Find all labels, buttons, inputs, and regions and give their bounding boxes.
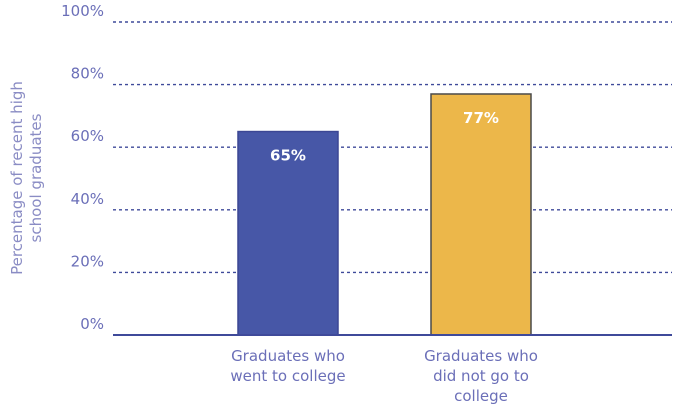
data-label: 77% — [463, 109, 499, 127]
gridlines — [113, 21, 672, 274]
y-tick-label: 80% — [71, 65, 104, 83]
y-axis-label: Percentage of recent highschool graduate… — [8, 81, 45, 275]
bar-2 — [430, 93, 532, 336]
bar-1 — [237, 130, 339, 336]
category-label: did not go to — [433, 367, 529, 385]
y-tick-label: 20% — [71, 252, 104, 270]
y-axis-ticks: 0% 20% 40% 60% 80% 100% — [61, 2, 104, 333]
category-label: Graduates who — [231, 347, 345, 365]
x-axis-categories: Graduates who went to college Graduates wh… — [230, 347, 538, 405]
y-axis-label-line: Percentage of recent high — [8, 81, 26, 275]
y-tick-label: 100% — [61, 2, 104, 20]
category-label: Graduates who — [424, 347, 538, 365]
y-tick-label: 40% — [71, 190, 104, 208]
data-label: 65% — [270, 147, 306, 165]
category-label: went to college — [230, 367, 345, 385]
y-axis-label-line: school graduates — [27, 113, 45, 242]
bars: 65% 77% — [237, 93, 532, 336]
y-tick-label: 0% — [80, 315, 104, 333]
category-label: college — [454, 387, 508, 405]
y-tick-label: 60% — [71, 127, 104, 145]
